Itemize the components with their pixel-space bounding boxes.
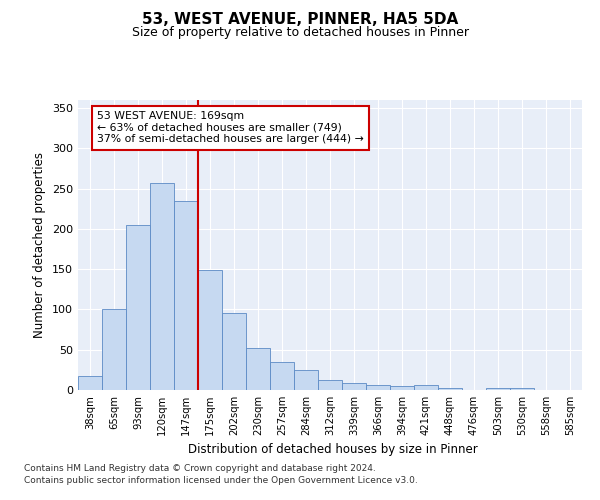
- Text: Contains public sector information licensed under the Open Government Licence v3: Contains public sector information licen…: [24, 476, 418, 485]
- Bar: [126, 225, 150, 390]
- Bar: [150, 183, 174, 390]
- Text: 53, WEST AVENUE, PINNER, HA5 5DA: 53, WEST AVENUE, PINNER, HA5 5DA: [142, 12, 458, 28]
- Bar: [246, 348, 270, 390]
- Bar: [414, 385, 438, 390]
- Bar: [102, 310, 126, 390]
- Text: 53 WEST AVENUE: 169sqm
← 63% of detached houses are smaller (749)
37% of semi-de: 53 WEST AVENUE: 169sqm ← 63% of detached…: [97, 112, 364, 144]
- Bar: [486, 388, 510, 390]
- Text: Distribution of detached houses by size in Pinner: Distribution of detached houses by size …: [188, 442, 478, 456]
- Text: Size of property relative to detached houses in Pinner: Size of property relative to detached ho…: [131, 26, 469, 39]
- Bar: [222, 314, 246, 390]
- Bar: [510, 388, 534, 390]
- Bar: [366, 385, 390, 390]
- Bar: [390, 386, 414, 390]
- Bar: [438, 388, 462, 390]
- Text: Contains HM Land Registry data © Crown copyright and database right 2024.: Contains HM Land Registry data © Crown c…: [24, 464, 376, 473]
- Bar: [318, 380, 342, 390]
- Y-axis label: Number of detached properties: Number of detached properties: [34, 152, 46, 338]
- Bar: [294, 370, 318, 390]
- Bar: [78, 376, 102, 390]
- Bar: [342, 383, 366, 390]
- Bar: [198, 270, 222, 390]
- Bar: [174, 200, 198, 390]
- Bar: [270, 362, 294, 390]
